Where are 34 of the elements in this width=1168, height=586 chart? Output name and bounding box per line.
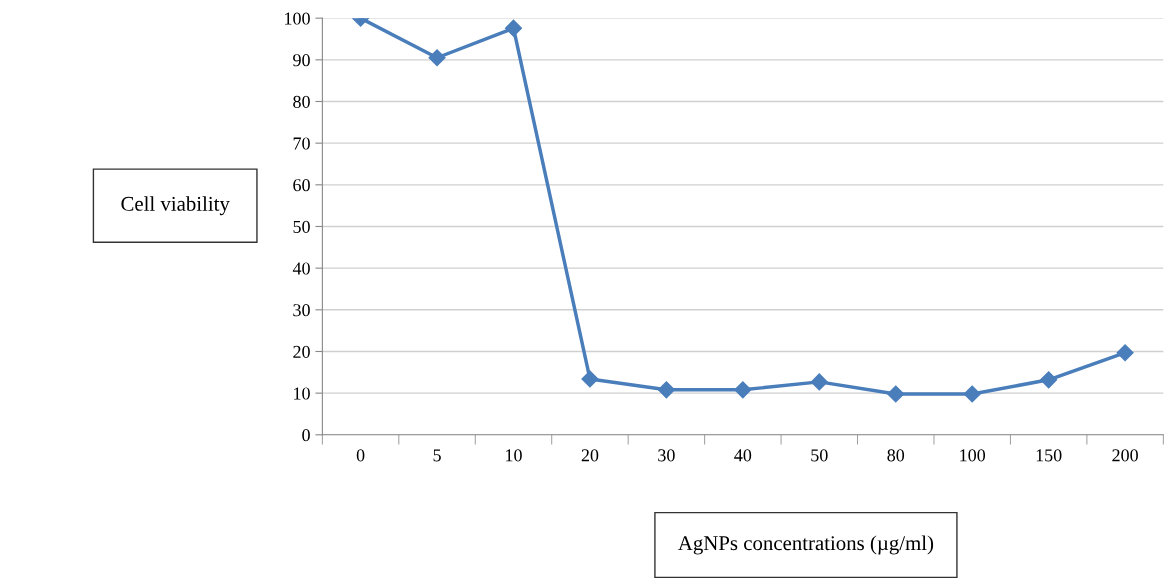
y-tick-label: 60 [293,179,310,192]
point [504,19,523,37]
point [657,381,675,399]
x-tick-label: 150 [1036,449,1062,462]
point [734,381,752,399]
point [1116,344,1134,362]
x-tick-label: 80 [887,449,905,462]
y-tick-label: 10 [294,387,310,400]
x-tick-label: 200 [1112,449,1138,462]
x-tick-label: 30 [658,449,675,462]
x-tick-label: 5 [433,449,441,462]
x-tick-label: 0 [356,449,365,462]
point [963,385,981,403]
point [887,385,905,403]
x-tick-label: 100 [960,449,986,462]
y-tick-label: 70 [293,137,310,150]
x-axis-title: AgNPs concentrations (µg/ml) [678,535,934,555]
y-tick-label: 0 [302,429,310,442]
y-axis-title: Cell viability [121,196,230,216]
y-tick-label: 40 [292,262,310,275]
y-tick-label: 90 [293,54,310,67]
y-tick-label: 20 [293,345,310,358]
x-tick-label: 20 [581,449,599,462]
y-tick-label: 30 [293,304,310,317]
point [1040,371,1058,389]
point [581,370,599,388]
x-tick-label: 50 [811,449,828,462]
x-tick-label: 10 [506,449,522,462]
y-tick-label: 100 [285,12,310,25]
y-tick-label: 80 [293,95,310,108]
x-tick-label: 40 [734,449,752,462]
point [810,373,828,391]
y-tick-label: 50 [293,220,310,233]
point [428,49,446,67]
